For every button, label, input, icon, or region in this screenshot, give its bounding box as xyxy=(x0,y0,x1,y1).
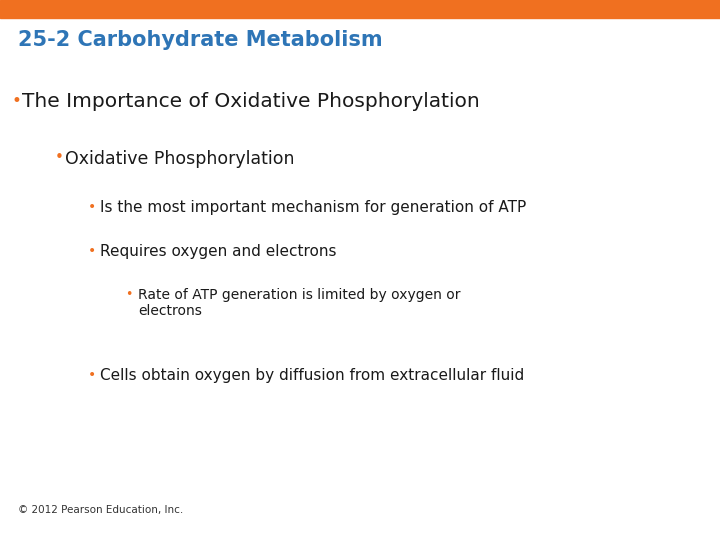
Text: Cells obtain oxygen by diffusion from extracellular fluid: Cells obtain oxygen by diffusion from ex… xyxy=(100,368,524,383)
Text: The Importance of Oxidative Phosphorylation: The Importance of Oxidative Phosphorylat… xyxy=(22,92,480,111)
Text: © 2012 Pearson Education, Inc.: © 2012 Pearson Education, Inc. xyxy=(18,505,184,515)
Text: Rate of ATP generation is limited by oxygen or
electrons: Rate of ATP generation is limited by oxy… xyxy=(138,288,461,318)
Text: •: • xyxy=(88,200,96,214)
Text: Is the most important mechanism for generation of ATP: Is the most important mechanism for gene… xyxy=(100,200,526,215)
Text: •: • xyxy=(55,150,64,165)
Text: Oxidative Phosphorylation: Oxidative Phosphorylation xyxy=(65,150,294,168)
Text: Requires oxygen and electrons: Requires oxygen and electrons xyxy=(100,244,336,259)
Text: •: • xyxy=(88,244,96,258)
Text: •: • xyxy=(12,92,22,110)
Bar xyxy=(0,0,720,18)
Text: •: • xyxy=(125,288,132,301)
Text: •: • xyxy=(88,368,96,382)
Text: 25-2 Carbohydrate Metabolism: 25-2 Carbohydrate Metabolism xyxy=(18,30,382,50)
